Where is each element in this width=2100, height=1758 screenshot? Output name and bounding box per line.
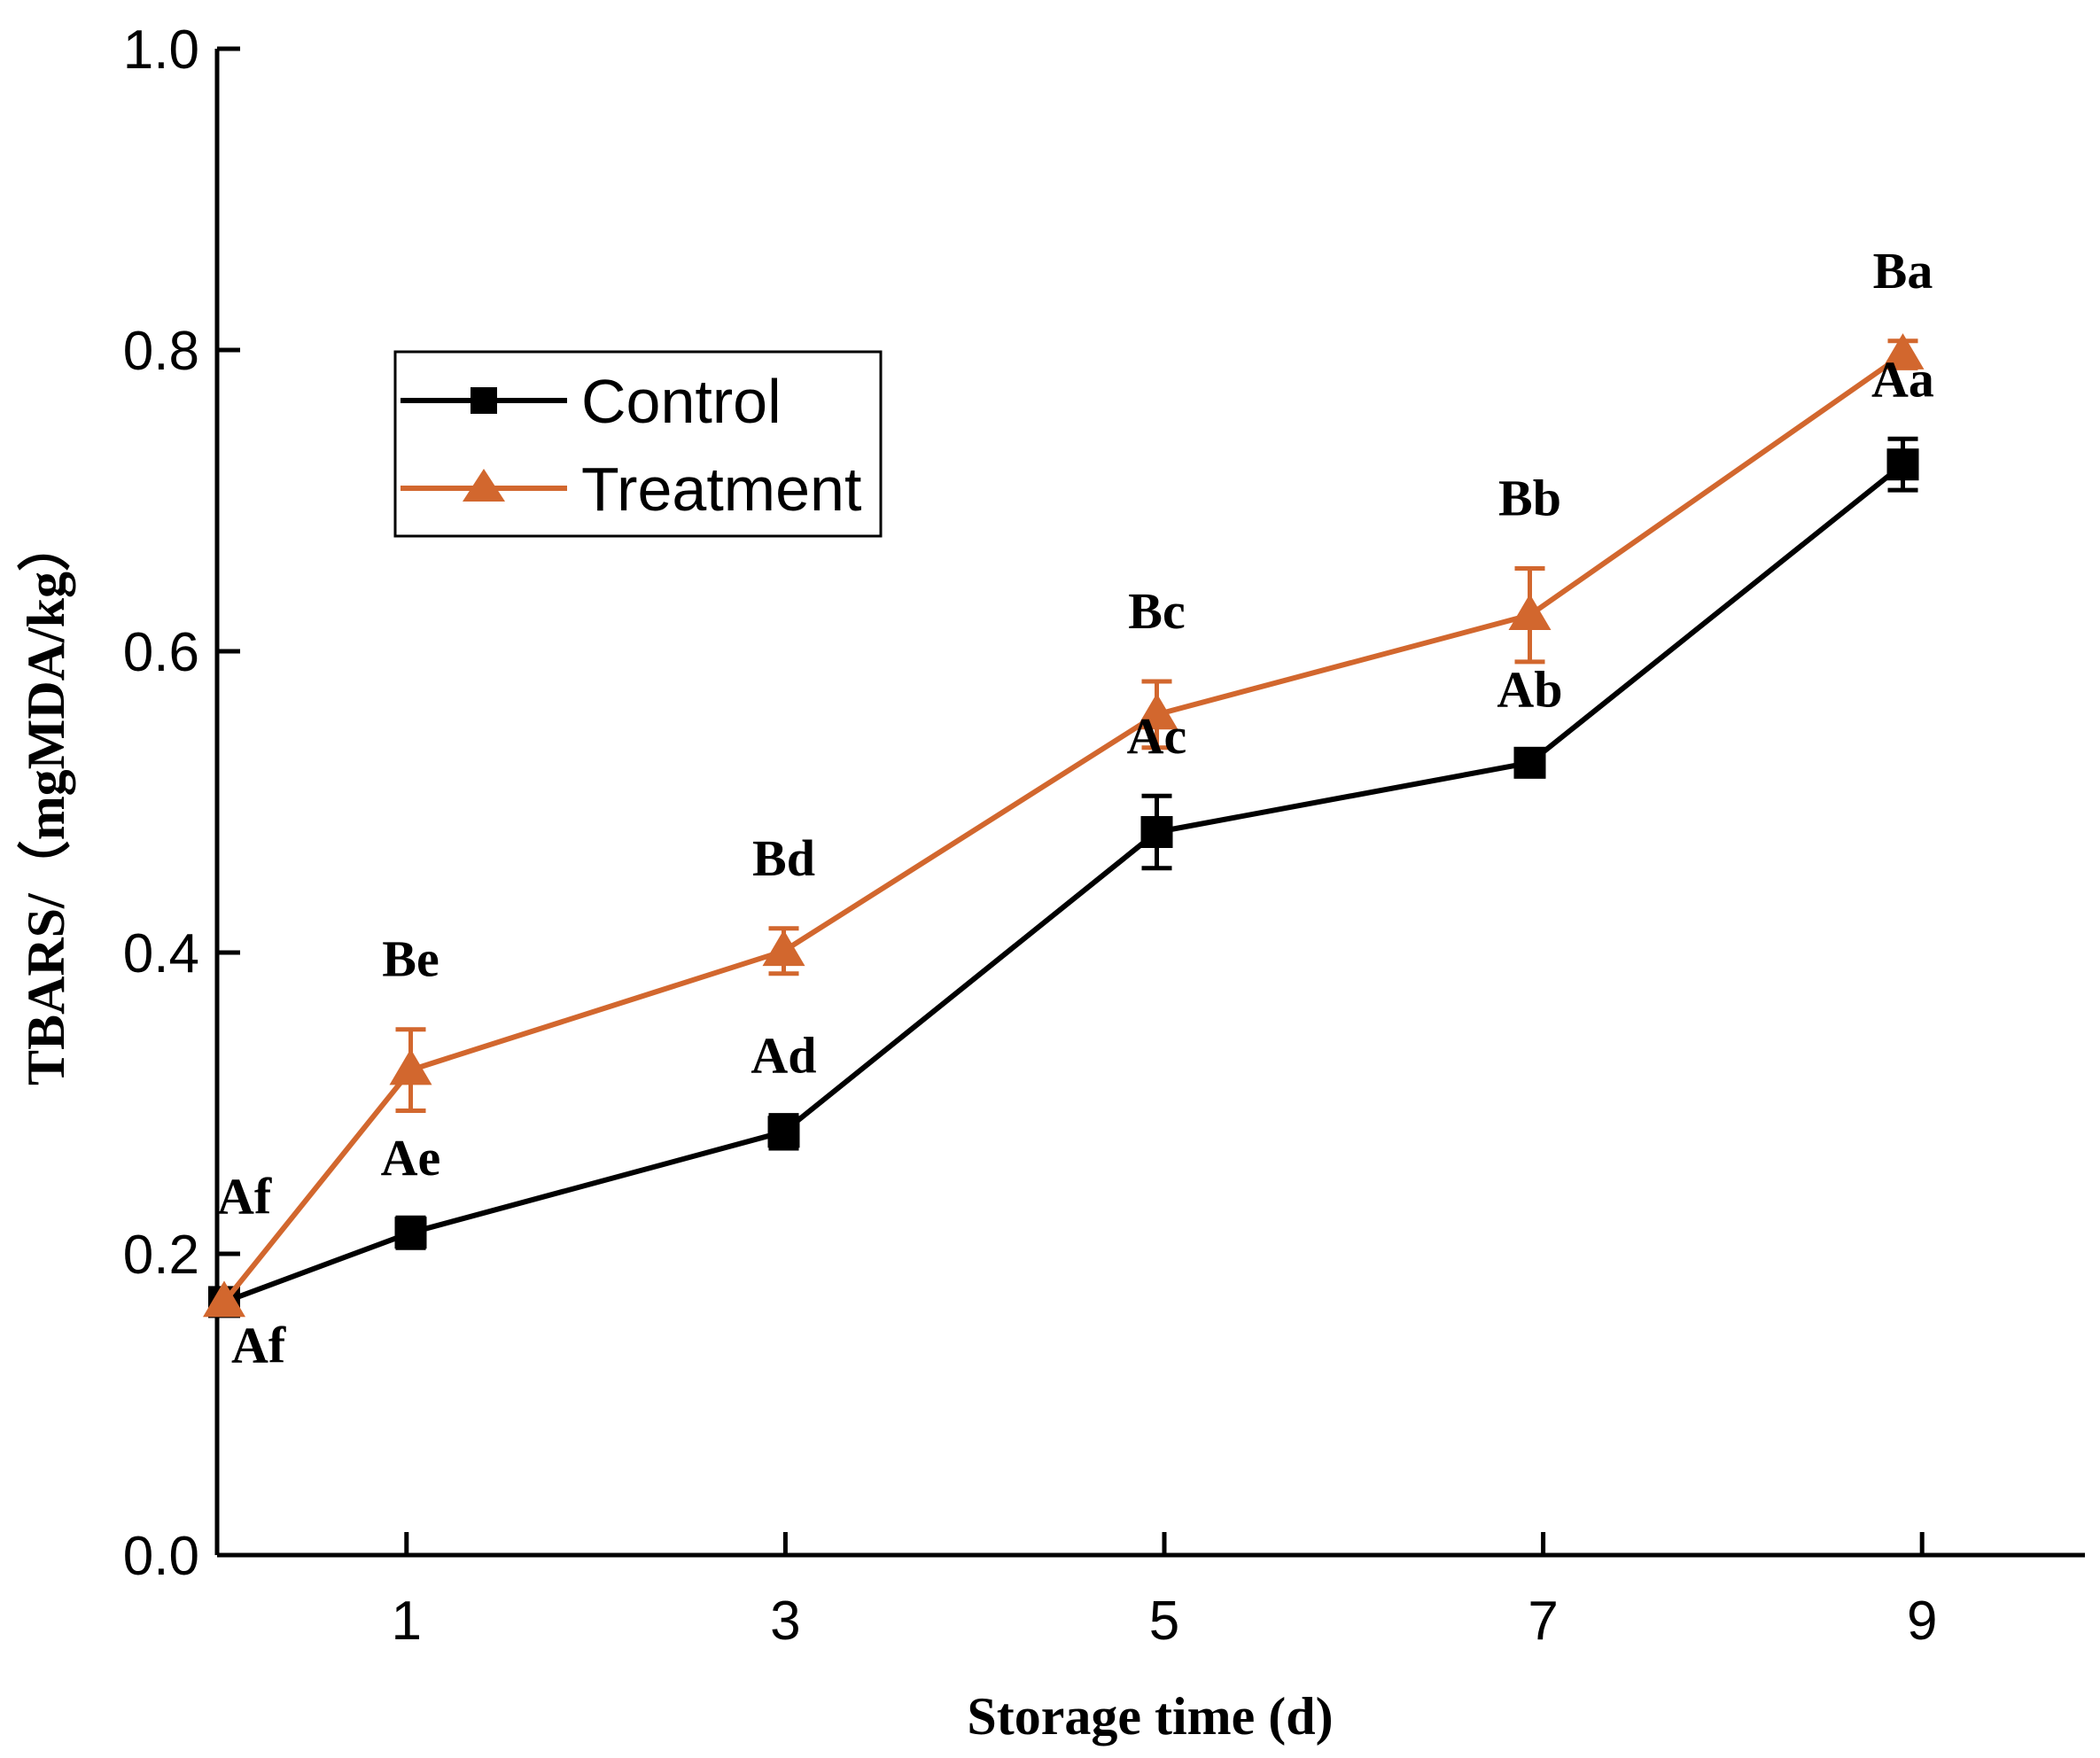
y-ticks: 0.0 0.2 0.4 0.6 0.8 1.0 [123, 19, 240, 1587]
data-point [1881, 333, 1925, 369]
legend-box [393, 350, 883, 538]
data-label: Ba [1873, 242, 1933, 299]
x-axis-title: Storage time (d) [967, 1687, 1333, 1746]
series-treatment [203, 333, 1925, 1318]
legend: Control Treatment [393, 350, 883, 538]
y-tick-label: 0.8 [123, 321, 199, 382]
data-label: Bb [1498, 470, 1561, 527]
data-label: Ae [381, 1129, 441, 1186]
data-label: Be [382, 930, 439, 988]
series-control [208, 436, 1919, 1318]
legend-label-control: Control [581, 367, 782, 436]
data-point [767, 1116, 800, 1148]
data-point [394, 1217, 427, 1249]
data-point [1508, 594, 1552, 630]
x-tick-label: 9 [1907, 1591, 1937, 1652]
series-layer [203, 333, 1925, 1318]
y-tick-label: 0.6 [123, 622, 199, 683]
data-label: Ab [1497, 661, 1562, 719]
y-axis-title: TBARS/（mgMDA/kg） [16, 518, 75, 1085]
series-line-treatment [222, 352, 1905, 1304]
y-tick-label: 0.2 [123, 1225, 199, 1286]
data-point [762, 930, 805, 967]
data-label: Bd [752, 829, 815, 887]
data-label: Ad [751, 1027, 816, 1085]
legend-marker-treatment [463, 469, 505, 502]
legend-marker-control [471, 387, 497, 414]
data-point [1140, 816, 1173, 848]
data-point [203, 1280, 245, 1318]
data-label: Bc [1128, 582, 1185, 640]
annotation-layer: Af Ae Ad Ac Ab Aa Af Be Bd Bc Bb Ba [217, 242, 1934, 1374]
y-tick-label: 0.0 [123, 1526, 199, 1587]
data-label: Aa [1871, 350, 1934, 408]
y-tick-label: 1.0 [123, 19, 199, 81]
x-ticks: 1 3 5 7 9 [392, 1532, 1937, 1652]
series-line-control [222, 462, 1905, 1305]
data-label: Af [217, 1167, 272, 1225]
axes [214, 49, 2085, 1558]
data-label: Af [231, 1316, 286, 1373]
x-tick-label: 7 [1528, 1591, 1558, 1652]
data-point [1886, 448, 1919, 481]
data-point [1513, 746, 1546, 779]
x-tick-label: 5 [1149, 1591, 1179, 1652]
x-tick-label: 3 [770, 1591, 800, 1652]
x-tick-label: 1 [392, 1591, 422, 1652]
data-point [1135, 693, 1178, 730]
data-point [389, 1048, 432, 1085]
legend-label-treatment: Treatment [581, 455, 861, 524]
y-tick-label: 0.4 [123, 923, 199, 984]
data-label: Ac [1127, 707, 1187, 765]
